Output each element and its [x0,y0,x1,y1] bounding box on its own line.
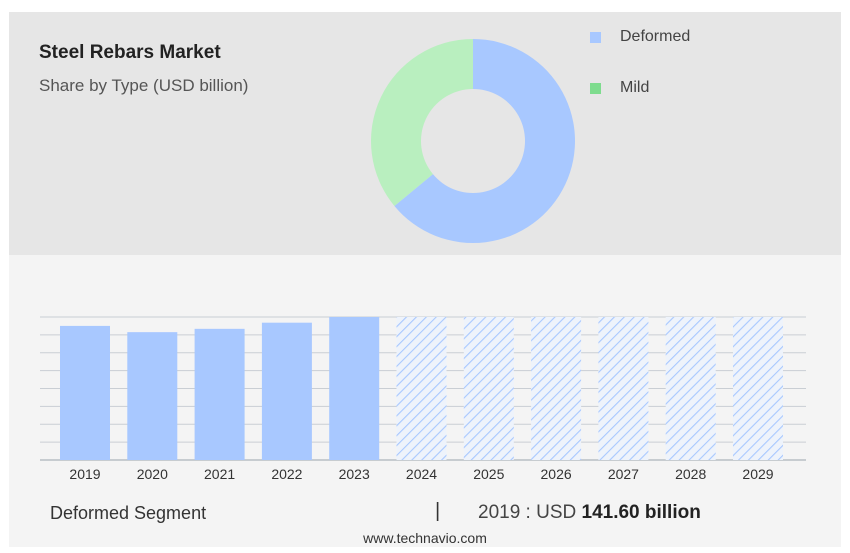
source-link[interactable]: www.technavio.com [363,530,487,546]
bar-2023 [329,317,380,460]
bar-2029 [733,317,783,460]
bar-chart: 2019 2020 2021 2022 2023 2024 2025 2026 2027 2028… [40,316,806,482]
bar-2026 [531,317,582,460]
legend-label-deformed: Deformed [620,28,691,45]
donut-slice-mild [371,39,473,207]
x-tick-2025: 2025 [473,466,504,482]
x-tick-2021: 2021 [204,466,235,482]
x-tick-2023: 2023 [339,466,370,482]
bar-2021 [194,328,245,460]
chart-subtitle: Share by Type (USD billion) [39,76,249,95]
donut-chart [371,39,575,244]
legend-label-mild: Mild [620,79,650,96]
x-tick-2027: 2027 [608,466,639,482]
donut-slice-deformed [394,39,575,244]
legend-item-mild: Mild [590,79,649,97]
bar-2028 [665,317,716,460]
x-tick-2028: 2028 [675,466,706,482]
bar-2019 [60,325,110,460]
legend-swatch-mild [590,82,601,94]
footer-separator: | [435,500,441,522]
x-tick-2026: 2026 [541,466,572,482]
x-tick-2019: 2019 [69,466,100,482]
bar-2020 [127,332,178,460]
bar-2022 [261,322,312,460]
x-tick-2022: 2022 [271,466,302,482]
chart-title: Steel Rebars Market [39,42,221,63]
stat-value: 141.60 billion [581,502,701,523]
bar-2027 [598,317,649,460]
bar-2025 [463,317,514,460]
stat-prefix: 2019 : USD [478,502,582,523]
segment-stat: 2019 : USD 141.60 billion [478,502,701,524]
legend-swatch-deformed [590,31,601,43]
x-tick-2029: 2029 [742,466,773,482]
bar-2024 [396,317,447,460]
x-tick-2024: 2024 [406,466,437,482]
legend-item-deformed: Deformed [590,28,690,46]
segment-label: Deformed Segment [50,503,207,523]
x-tick-2020: 2020 [137,466,168,482]
